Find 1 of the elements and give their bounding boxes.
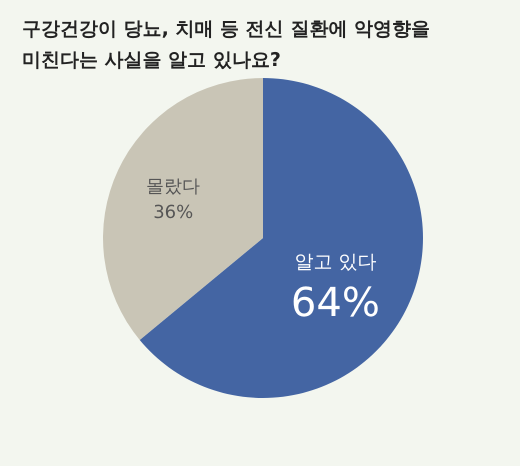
chart-title: 구강건강이 당뇨, 치매 등 전신 질환에 악영향을 미친다는 사실을 알고 있나요? (22, 17, 431, 73)
